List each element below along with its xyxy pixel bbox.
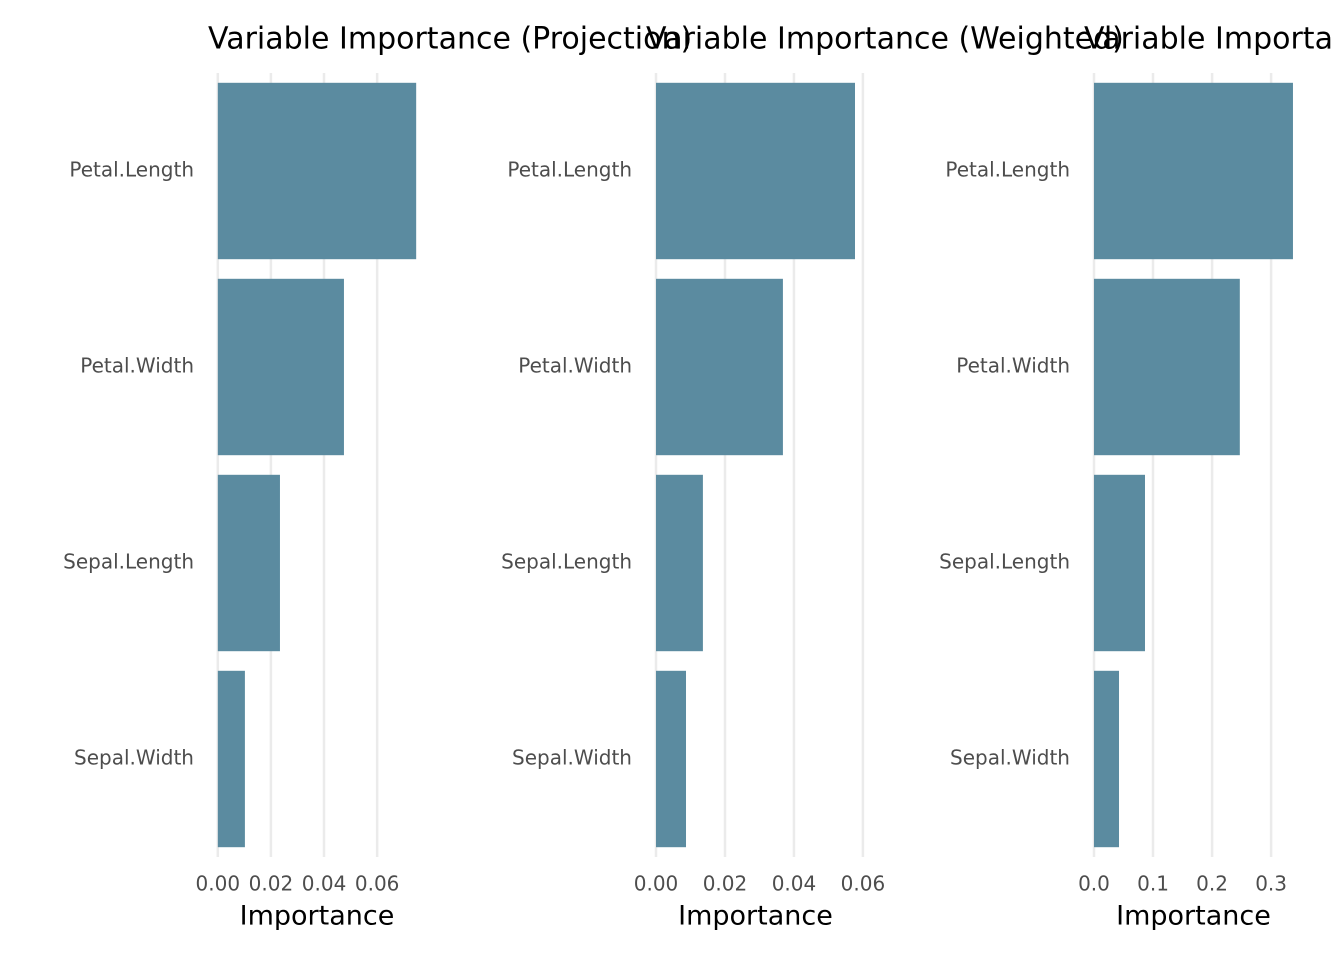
bar (217, 278, 344, 456)
x-axis-title: Importance (678, 901, 833, 932)
x-tick-label: 0.04 (772, 872, 817, 896)
y-tick-label: Petal.Width (518, 354, 632, 378)
x-tick-label: 0.06 (841, 872, 886, 896)
x-tick-label: 0.02 (249, 872, 294, 896)
y-tick-label: Sepal.Width (512, 746, 632, 770)
bar (1093, 670, 1120, 848)
y-tick-label: Sepal.Length (63, 550, 194, 574)
chart-title: Variable Importa (1084, 22, 1333, 57)
bar (217, 670, 245, 848)
bar (217, 82, 417, 260)
x-tick-label: 0.1 (1137, 872, 1169, 896)
chart-title: Variable Importance (Weighted) (646, 22, 1124, 57)
y-tick-label: Sepal.Length (501, 550, 632, 574)
chart-title: Variable Importance (Projection) (208, 22, 692, 57)
y-tick-label: Petal.Length (945, 158, 1070, 182)
bar (656, 474, 703, 652)
x-tick-label: 0.2 (1196, 872, 1228, 896)
y-tick-label: Sepal.Width (74, 746, 194, 770)
y-tick-label: Petal.Length (507, 158, 632, 182)
bar (656, 670, 687, 848)
y-tick-label: Petal.Width (80, 354, 194, 378)
x-axis-title: Importance (240, 901, 395, 932)
bar (656, 278, 783, 456)
bar (1093, 82, 1293, 260)
x-tick-label: 0.02 (703, 872, 748, 896)
x-tick-label: 0.00 (634, 872, 679, 896)
bar (1093, 474, 1145, 652)
x-axis-title: Importance (1116, 901, 1271, 932)
bar (656, 82, 855, 260)
x-tick-label: 0.04 (302, 872, 347, 896)
x-tick-label: 0.00 (196, 872, 241, 896)
x-tick-label: 0.3 (1255, 872, 1287, 896)
x-tick-label: 0.0 (1078, 872, 1110, 896)
y-tick-label: Petal.Length (69, 158, 194, 182)
bar (1093, 278, 1240, 456)
bar (217, 474, 280, 652)
y-tick-label: Sepal.Length (939, 550, 1070, 574)
y-tick-label: Petal.Width (956, 354, 1070, 378)
y-tick-label: Sepal.Width (950, 746, 1070, 770)
x-tick-label: 0.06 (355, 872, 400, 896)
